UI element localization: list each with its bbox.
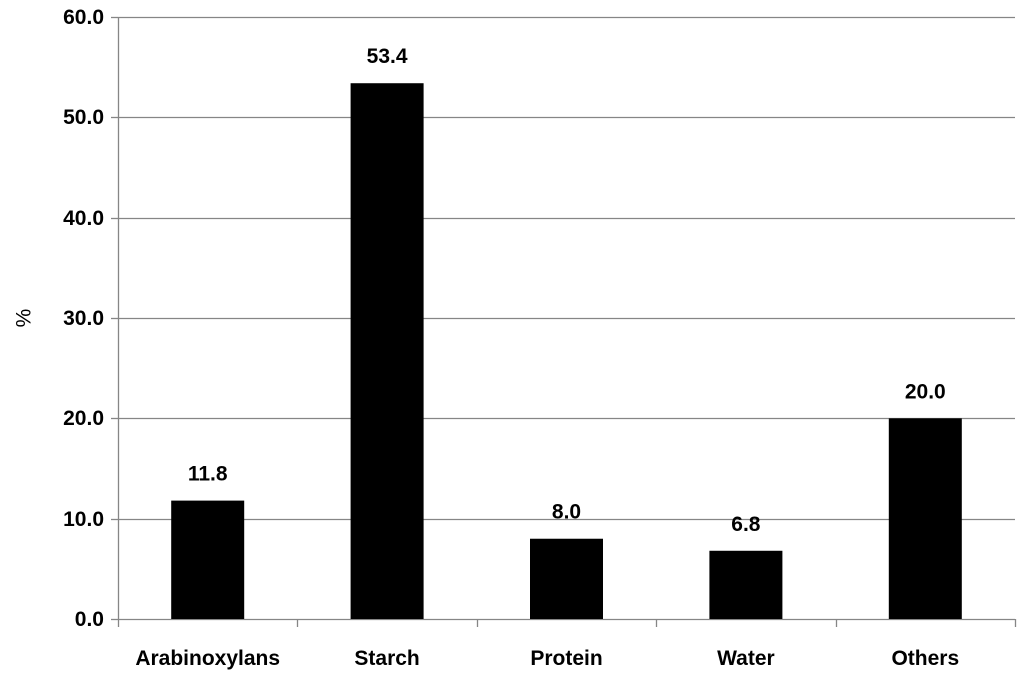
x-tick-label-arabinoxylans: Arabinoxylans: [135, 647, 280, 670]
data-label-arabinoxylans: 11.8: [188, 463, 228, 486]
y-axis-ticks: 0.0 10.0 20.0 30.0 40.0 50.0 60.0: [63, 6, 118, 631]
bar-others: [888, 418, 962, 619]
y-tick-label: 50.0: [63, 106, 104, 129]
x-axis-ticks: Arabinoxylans Starch Protein Water Others: [117, 619, 1017, 670]
x-tick-label-water: Water: [717, 647, 775, 670]
y-tick-label: 0.0: [75, 608, 104, 631]
x-tick-label-protein: Protein: [530, 647, 602, 670]
bars: [171, 83, 962, 620]
x-tick-label-starch: Starch: [354, 647, 419, 670]
data-label-starch: 53.4: [367, 45, 408, 68]
y-tick-label: 20.0: [63, 407, 104, 430]
x-tick-label-others: Others: [891, 647, 959, 670]
y-axis-title: %: [13, 309, 36, 328]
y-tick-label: 30.0: [63, 307, 104, 330]
data-label-others: 20.0: [905, 380, 946, 403]
data-labels: 11.8 53.4 8.0 6.8 20.0: [188, 45, 946, 536]
bar-arabinoxylans: [171, 500, 245, 619]
y-tick-label: 60.0: [63, 6, 104, 29]
data-label-protein: 8.0: [552, 501, 581, 524]
axes: [117, 17, 1015, 621]
data-label-water: 6.8: [731, 513, 761, 536]
gridlines: [118, 16, 1015, 521]
y-tick-label: 40.0: [63, 207, 104, 230]
y-tick-label: 10.0: [63, 508, 104, 531]
bar-water: [709, 550, 783, 619]
bar-starch: [350, 83, 424, 620]
bar-protein: [530, 538, 603, 619]
